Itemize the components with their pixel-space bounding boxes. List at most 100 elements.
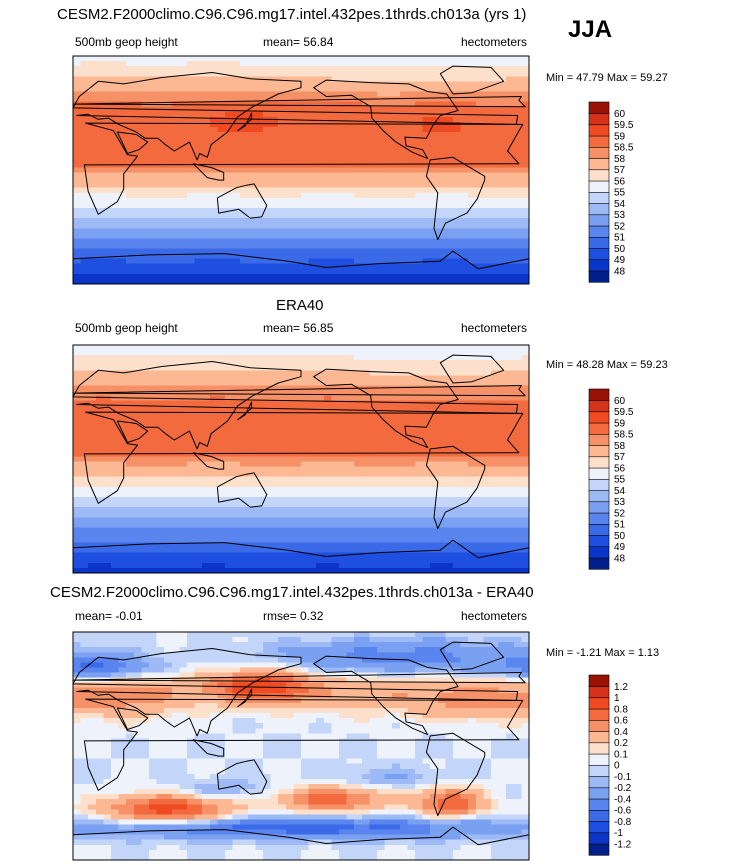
field-cell <box>225 263 234 270</box>
field-cell <box>141 436 150 442</box>
field-cell <box>392 228 401 234</box>
field-cell <box>308 365 317 371</box>
field-cell <box>164 268 173 275</box>
field-cell <box>513 476 522 483</box>
field-cell <box>475 248 484 255</box>
field-cell <box>475 421 484 427</box>
field-cell <box>483 172 492 179</box>
field-cell <box>460 491 469 498</box>
field-cell <box>430 116 439 123</box>
field-cell <box>73 268 82 275</box>
field-cell <box>209 481 218 488</box>
field-cell <box>384 208 393 214</box>
field-cell <box>491 56 500 62</box>
field-cell <box>453 461 462 468</box>
field-cell <box>377 405 386 412</box>
field-cell <box>232 76 241 82</box>
field-cell <box>369 172 378 179</box>
field-cell <box>88 243 97 250</box>
field-cell <box>475 101 484 108</box>
field-cell <box>384 132 393 138</box>
field-cell <box>475 517 484 523</box>
field-cell <box>460 208 469 214</box>
field-cell <box>354 405 363 412</box>
colorbar-box <box>588 259 610 272</box>
colorbar-tick-label: 48 <box>614 266 626 277</box>
field-cell <box>202 395 211 402</box>
colorbar-tick-label: 59.5 <box>614 120 634 131</box>
field-cell <box>217 228 226 234</box>
field-cell <box>118 491 127 498</box>
field-cell <box>202 456 211 463</box>
field-cell <box>171 517 180 523</box>
field-cell <box>73 532 82 539</box>
field-cell <box>118 395 127 402</box>
field-cell <box>483 258 492 265</box>
field-cell <box>468 56 477 62</box>
field-cell <box>217 380 226 387</box>
field-cell <box>103 278 112 285</box>
field-cell <box>247 233 256 239</box>
field-cell <box>263 426 272 432</box>
field-cell <box>407 436 416 442</box>
field-cell <box>308 436 317 442</box>
field-cell <box>384 167 393 174</box>
field-cell <box>384 192 393 199</box>
field-cell <box>445 502 454 508</box>
field-cell <box>285 446 294 452</box>
field-cell <box>126 481 135 488</box>
field-cell <box>475 162 484 169</box>
field-cell <box>422 157 431 163</box>
field-cell <box>118 243 127 250</box>
field-cell <box>149 121 158 128</box>
field-cell <box>293 177 302 184</box>
field-cell <box>126 202 135 209</box>
field-cell <box>194 96 203 103</box>
field-cell <box>80 431 89 437</box>
field-cell <box>513 365 522 371</box>
field-cell <box>240 400 249 407</box>
field-cell <box>384 486 393 493</box>
field-cell <box>263 355 272 361</box>
field-cell <box>308 370 317 376</box>
field-cell <box>103 137 112 143</box>
field-cell <box>483 132 492 138</box>
field-cell <box>194 431 203 437</box>
field-cell <box>179 233 188 239</box>
field-cell <box>156 461 165 468</box>
field-cell <box>293 370 302 376</box>
field-cell <box>209 91 218 98</box>
field-cell <box>103 197 112 204</box>
field-cell <box>278 81 287 87</box>
field-cell <box>498 223 507 229</box>
field-cell <box>513 187 522 194</box>
field-cell <box>179 476 188 483</box>
field-cell <box>247 395 256 402</box>
field-cell <box>232 441 241 447</box>
field-cell <box>346 213 355 219</box>
field-cell <box>513 177 522 184</box>
field-cell <box>232 223 241 229</box>
field-cell <box>95 517 104 523</box>
field-cell <box>301 132 310 138</box>
field-cell <box>346 451 355 458</box>
field-cell <box>491 400 500 407</box>
field-cell <box>513 137 522 143</box>
field-cell <box>156 385 165 392</box>
field-cell <box>354 248 363 255</box>
field-cell <box>247 66 256 72</box>
field-cell <box>149 162 158 169</box>
field-cell <box>278 126 287 133</box>
field-cell <box>415 106 424 113</box>
field-cell <box>179 466 188 473</box>
field-cell <box>308 162 317 169</box>
field-cell <box>422 456 431 463</box>
field-cell <box>263 446 272 452</box>
field-cell <box>445 76 454 82</box>
field-cell <box>475 253 484 260</box>
field-cell <box>103 126 112 133</box>
field-cell <box>415 471 424 478</box>
field-cell <box>513 385 522 392</box>
field-cell <box>164 517 173 523</box>
field-cell <box>399 360 408 366</box>
